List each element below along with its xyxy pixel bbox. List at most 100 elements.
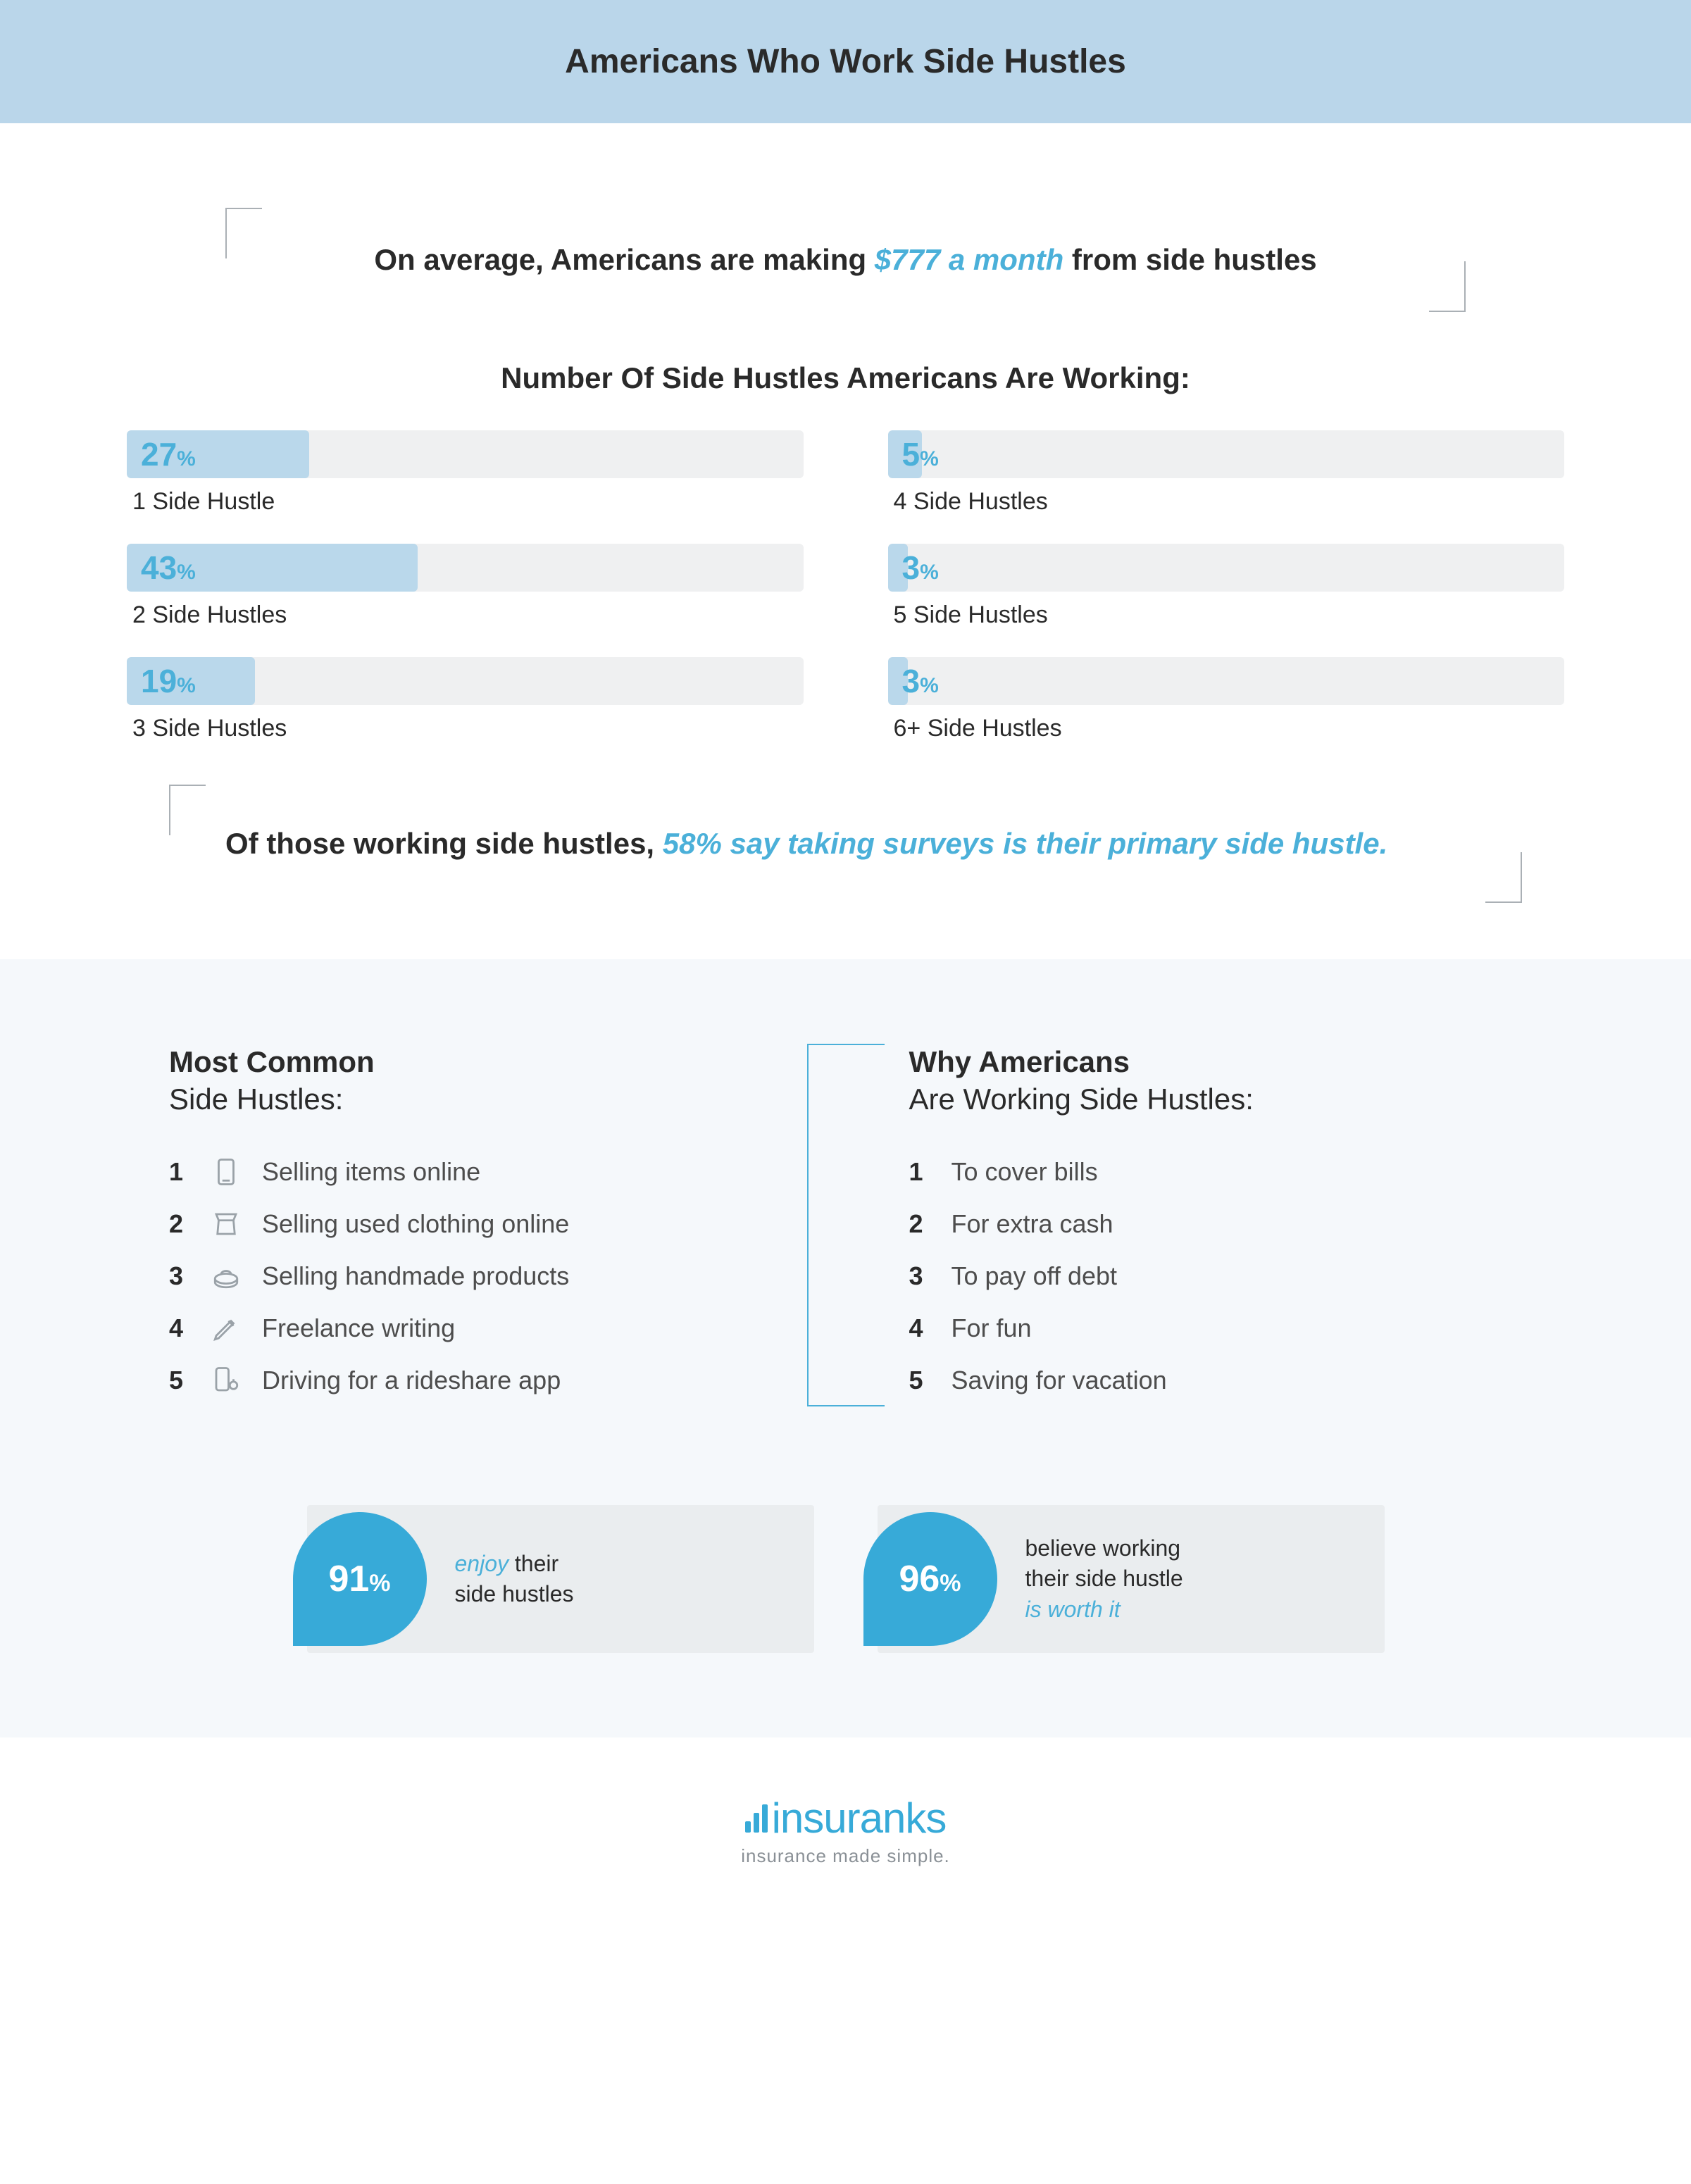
list-text: Driving for a rideshare app: [262, 1366, 561, 1395]
list-item-icon: [211, 1157, 241, 1187]
list-item: 1Selling items online: [169, 1146, 782, 1198]
list-text: For extra cash: [951, 1209, 1113, 1239]
callout2-accent: 58% say taking surveys is their primary …: [663, 827, 1387, 860]
stat-accent: is worth it: [1025, 1597, 1121, 1622]
list-text: Selling items online: [262, 1157, 480, 1187]
list-item: 2Selling used clothing online: [169, 1198, 782, 1250]
bar-item: 3% 5 Side Hustles: [888, 544, 1565, 629]
common-list: 1Selling items online2Selling used cloth…: [169, 1146, 782, 1406]
list-num: 2: [909, 1209, 930, 1239]
stat-pct-value: 96: [899, 1559, 940, 1599]
common-title: Most Common Side Hustles:: [169, 1044, 782, 1118]
stat-enjoy: 91% enjoy their side hustles: [307, 1505, 814, 1653]
percent-sign: %: [177, 674, 196, 697]
bar-track: 27%: [127, 430, 804, 478]
reasons-title-light: Are Working Side Hustles:: [909, 1082, 1254, 1116]
bar-pct: 19%: [141, 662, 196, 700]
list-text: Selling handmade products: [262, 1261, 569, 1291]
callout-prefix: On average, Americans are making: [374, 243, 874, 276]
stat-drop-icon: 96%: [863, 1512, 997, 1646]
list-num: 4: [909, 1313, 930, 1343]
list-item: 5Saving for vacation: [909, 1354, 1523, 1406]
col-common: Most Common Side Hustles: 1Selling items…: [127, 1044, 825, 1406]
stat-drop-icon: 91%: [293, 1512, 427, 1646]
light-panel: Most Common Side Hustles: 1Selling items…: [0, 959, 1691, 1737]
list-item-icon: [211, 1313, 241, 1343]
stat-text: believe working their side hustle is wor…: [1025, 1533, 1183, 1625]
stat-line2: their side hustle: [1025, 1566, 1183, 1591]
list-text: To pay off debt: [951, 1261, 1118, 1291]
reasons-title-bold: Why Americans: [909, 1044, 1523, 1081]
list-text: Freelance writing: [262, 1313, 455, 1343]
stat-text: enjoy their side hustles: [455, 1549, 574, 1609]
list-item: 1 To cover bills: [909, 1146, 1523, 1198]
stat-rest1: their: [508, 1551, 559, 1576]
bars-icon: [745, 1804, 768, 1833]
brand-tagline: insurance made simple.: [0, 1845, 1691, 1867]
callout2-text: Of those working side hustles, 58% say t…: [225, 827, 1466, 861]
callout-text: On average, Americans are making $777 a …: [268, 243, 1423, 277]
section-1: On average, Americans are making $777 a …: [0, 123, 1691, 959]
bar-item: 43%2 Side Hustles: [127, 544, 804, 629]
brand-name: insuranks: [772, 1795, 947, 1842]
bar-label: 2 Side Hustles: [127, 601, 804, 629]
callout-primary-hustle: Of those working side hustles, 58% say t…: [169, 785, 1522, 903]
bars-grid: 27%1 Side Hustle5%4 Side Hustles43%2 Sid…: [127, 430, 1564, 742]
bar-pct: 3%: [902, 549, 939, 587]
brand-logo: insuranks: [0, 1794, 1691, 1842]
list-item-icon: [211, 1366, 241, 1395]
list-num: 4: [169, 1313, 190, 1343]
bar-label: 3 Side Hustles: [127, 715, 804, 742]
percent-sign: %: [940, 1570, 961, 1597]
list-item-icon: [211, 1209, 241, 1239]
bar-track: 19%: [127, 657, 804, 705]
callout-average-earnings: On average, Americans are making $777 a …: [225, 208, 1466, 312]
bar-label: 1 Side Hustle: [127, 488, 804, 516]
bar-pct: 27%: [141, 435, 196, 473]
callout-suffix: from side hustles: [1063, 243, 1316, 276]
bar-label: 5 Side Hustles: [888, 601, 1565, 629]
bar-track: 3%: [888, 657, 1565, 705]
footer: insuranks insurance made simple.: [0, 1737, 1691, 1937]
bar-track: 5%: [888, 430, 1565, 478]
stat-pct: 96%: [899, 1558, 961, 1600]
page-title: Americans Who Work Side Hustles: [0, 42, 1691, 81]
callout2-prefix: Of those working side hustles,: [225, 827, 663, 860]
bar-item: 3%6+ Side Hustles: [888, 657, 1565, 742]
bar-pct: 3%: [902, 662, 939, 700]
list-item: 3 To pay off debt: [909, 1250, 1523, 1302]
stat-worth: 96% believe working their side hustle is…: [878, 1505, 1385, 1653]
common-title-bold: Most Common: [169, 1044, 782, 1081]
list-item: 2 For extra cash: [909, 1198, 1523, 1250]
list-text: Selling used clothing online: [262, 1209, 569, 1239]
percent-sign: %: [920, 561, 939, 584]
common-title-light: Side Hustles:: [169, 1082, 343, 1116]
reasons-list: 1 To cover bills 2 For extra cash 3 To pay of…: [909, 1146, 1523, 1406]
reasons-title: Why Americans Are Working Side Hustles:: [909, 1044, 1523, 1118]
list-item: 4 Freelance writing: [169, 1302, 782, 1354]
stat-pct: 91%: [328, 1558, 390, 1600]
bar-track: 3%: [888, 544, 1565, 592]
callout-accent: $777 a month: [875, 243, 1063, 276]
list-text: Saving for vacation: [951, 1366, 1167, 1395]
list-num: 3: [909, 1261, 930, 1291]
bar-label: 4 Side Hustles: [888, 488, 1565, 516]
stat-pct-value: 91: [328, 1559, 369, 1599]
list-num: 1: [909, 1157, 930, 1187]
header-band: Americans Who Work Side Hustles: [0, 0, 1691, 123]
list-item: 5 Driving for a rideshare app: [169, 1354, 782, 1406]
percent-sign: %: [177, 561, 196, 584]
list-text: To cover bills: [951, 1157, 1098, 1187]
list-num: 5: [169, 1366, 190, 1395]
percent-sign: %: [920, 674, 939, 697]
two-col: Most Common Side Hustles: 1Selling items…: [127, 1044, 1564, 1406]
stat-line2: side hustles: [455, 1581, 574, 1606]
percent-sign: %: [177, 447, 196, 470]
bars-title: Number Of Side Hustles Americans Are Wor…: [127, 361, 1564, 395]
percent-sign: %: [920, 447, 939, 470]
col-reasons: Why Americans Are Working Side Hustles: …: [867, 1044, 1565, 1406]
list-text: For fun: [951, 1313, 1032, 1343]
percent-sign: %: [369, 1570, 390, 1597]
stat-row: 91% enjoy their side hustles 96% believe…: [127, 1505, 1564, 1653]
list-item-icon: [211, 1261, 241, 1291]
